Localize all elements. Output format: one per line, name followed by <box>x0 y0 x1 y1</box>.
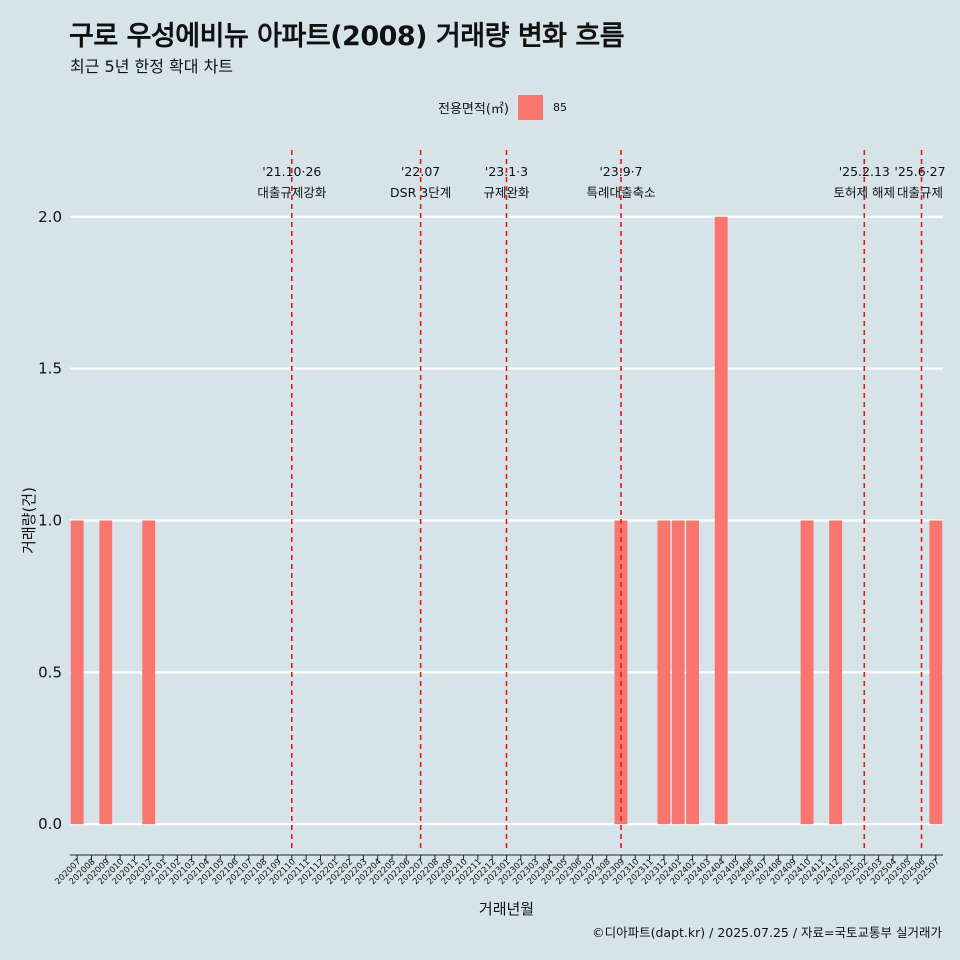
x-axis-title: 거래년월 <box>479 900 534 918</box>
y-tick-label: 0.5 <box>38 663 62 681</box>
bar <box>657 520 671 825</box>
legend: 전용면적(㎡) 85 <box>438 94 567 120</box>
event-label: 대출규제 <box>897 185 943 200</box>
event-label: DSR 3단계 <box>390 185 451 200</box>
legend-key <box>517 94 543 120</box>
event-label: 특례대출축소 <box>586 185 655 200</box>
event-label: 토허제 해제 <box>834 185 895 200</box>
bar <box>800 520 814 825</box>
event-date: '25.2.13 <box>839 164 890 179</box>
bar <box>70 520 84 825</box>
y-tick-label: 1.5 <box>38 360 62 378</box>
y-tick-label: 0.0 <box>38 815 62 833</box>
bar <box>829 520 843 825</box>
chart-subtitle: 최근 5년 한정 확대 차트 <box>70 57 234 76</box>
y-tick-label: 2.0 <box>38 208 62 226</box>
bar <box>714 216 728 825</box>
bar <box>929 520 943 825</box>
event-label: 규제완화 <box>483 185 530 200</box>
event-date: '25.6·27 <box>894 164 945 179</box>
bar <box>671 520 685 825</box>
bar <box>686 520 699 825</box>
event-date: '23.1·3 <box>485 164 528 179</box>
caption: ©디아파트(dapt.kr) / 2025.07.25 / 자료=국토교통부 실… <box>592 925 942 940</box>
bar <box>142 520 156 825</box>
event-date: '22.07 <box>401 164 440 179</box>
legend-label: 85 <box>552 100 567 114</box>
legend-title: 전용면적(㎡) <box>438 101 509 117</box>
event-date: '21.10·26 <box>262 164 321 179</box>
bar <box>99 520 113 825</box>
event-date: '23.9·7 <box>599 164 642 179</box>
y-tick-label: 1.0 <box>38 511 62 529</box>
y-axis-title: 거래량(건) <box>20 487 38 554</box>
event-label: 대출규제강화 <box>257 185 327 200</box>
chart-title: 구로 우성에비뉴 아파트(2008) 거래량 변화 흐름 <box>69 21 625 52</box>
